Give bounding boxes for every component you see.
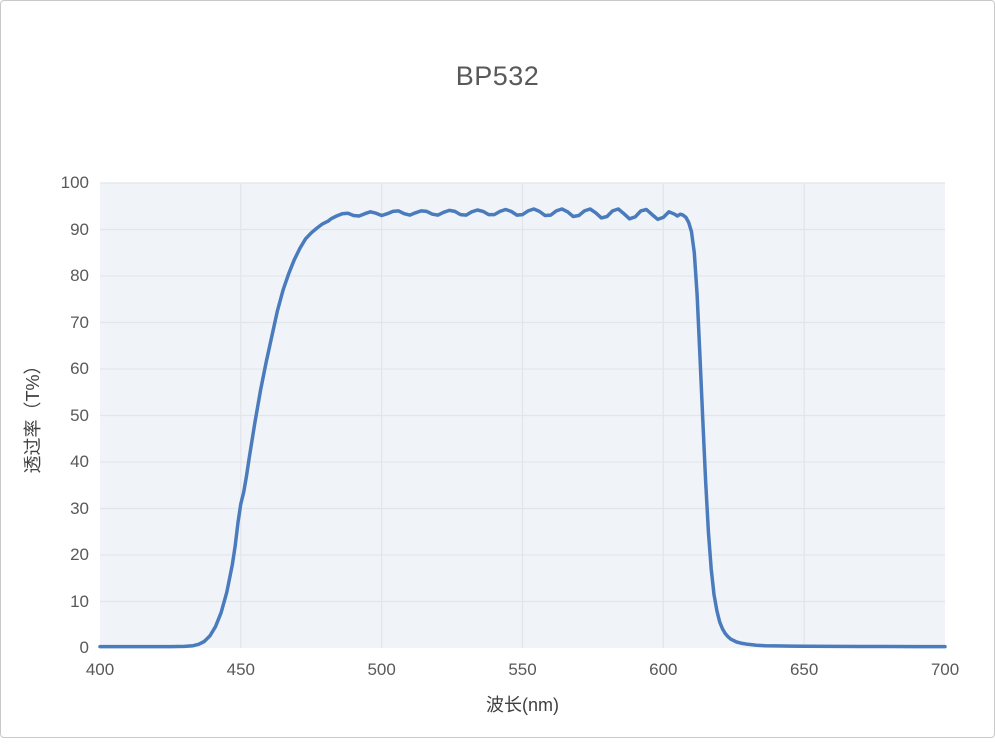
gridlines	[100, 182, 945, 648]
y-tick-label: 80	[70, 266, 89, 285]
x-tick-label: 550	[508, 660, 537, 679]
x-tick-label: 500	[367, 660, 396, 679]
y-tick-label: 60	[70, 359, 89, 378]
y-tick-label: 70	[70, 312, 89, 332]
y-tick-label: 30	[70, 498, 89, 518]
x-tick-label: 650	[789, 660, 819, 679]
x-tick-label: 400	[85, 660, 115, 679]
y-tick-label: 40	[70, 452, 89, 471]
series-line	[98, 207, 947, 649]
chart-title: BP532	[455, 61, 540, 91]
y-tick-label: 90	[70, 219, 89, 239]
transmission-curve-svg	[98, 182, 947, 649]
x-tick-label: 600	[649, 660, 678, 679]
plot-area	[98, 182, 947, 649]
x-tick-label: 700	[930, 660, 960, 679]
y-tick-label: 20	[70, 545, 89, 564]
y-axis-label: 透过率（T%）	[23, 356, 43, 474]
y-tick-label: 100	[60, 173, 89, 192]
y-tick-label: 0	[79, 638, 89, 657]
x-tick-label: 450	[226, 660, 256, 679]
x-axis-label: 波长(nm)	[486, 695, 559, 715]
y-tick-label: 50	[70, 405, 89, 425]
y-tick-label: 10	[70, 591, 89, 611]
